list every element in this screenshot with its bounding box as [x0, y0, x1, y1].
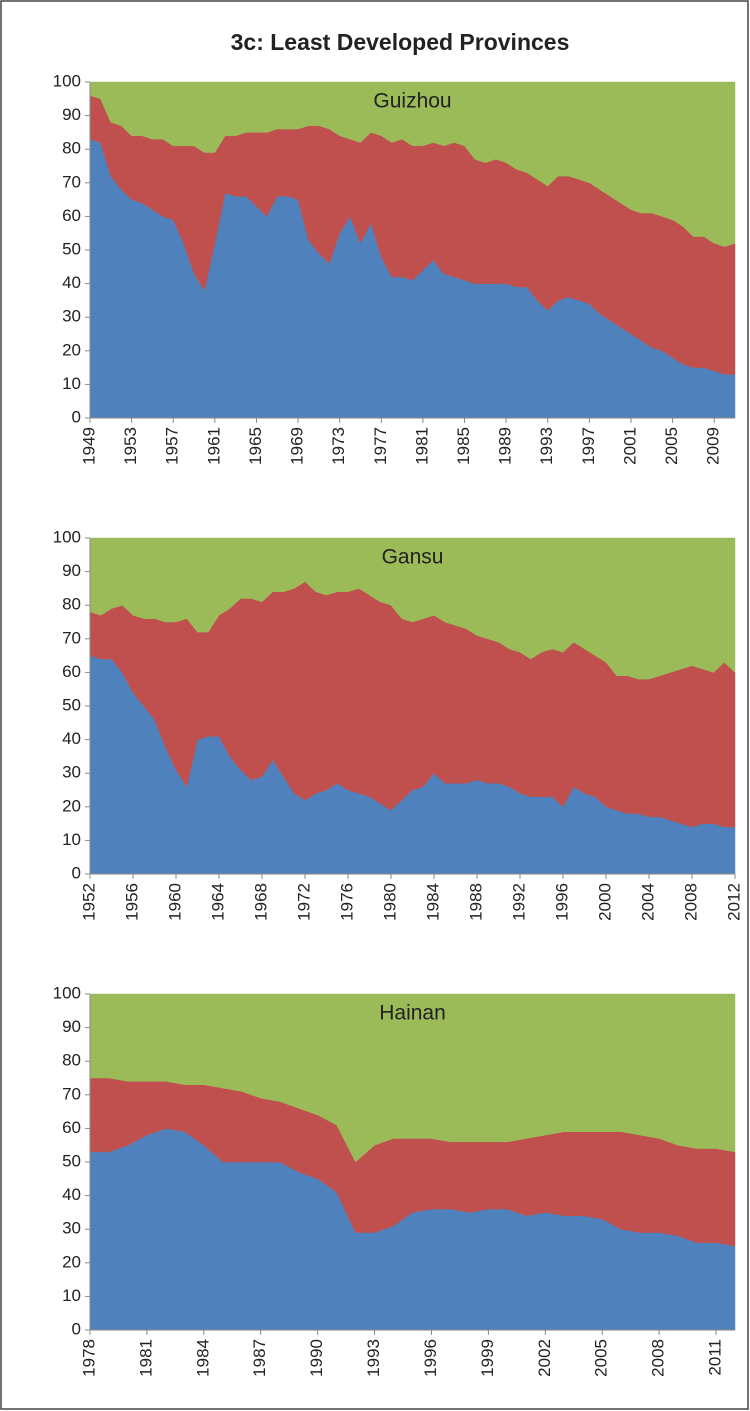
- x-tick-label: 1987: [250, 1339, 269, 1377]
- y-tick-label: 40: [62, 1185, 81, 1204]
- x-tick-label: 1993: [364, 1339, 383, 1377]
- x-tick-label: 1996: [421, 1339, 440, 1377]
- y-tick-label: 30: [62, 1219, 81, 1238]
- x-tick-label: 2008: [681, 883, 700, 921]
- x-tick-label: 1978: [79, 1339, 98, 1377]
- x-tick-label: 1968: [251, 883, 270, 921]
- y-tick-label: 40: [62, 273, 81, 292]
- x-tick-label: 1977: [371, 427, 390, 465]
- x-tick-label: 1953: [121, 427, 140, 465]
- y-tick-label: 80: [62, 595, 81, 614]
- y-tick-label: 60: [62, 206, 81, 225]
- x-tick-label: 1999: [478, 1339, 497, 1377]
- y-tick-label: 10: [62, 830, 81, 849]
- x-tick-label: 1973: [329, 427, 348, 465]
- x-tick-label: 1965: [246, 427, 265, 465]
- y-tick-label: 20: [62, 796, 81, 815]
- y-tick-label: 60: [62, 662, 81, 681]
- y-tick-label: 50: [62, 695, 81, 714]
- x-tick-label: 1993: [537, 427, 556, 465]
- y-tick-label: 10: [62, 374, 81, 393]
- x-tick-label: 2009: [704, 427, 723, 465]
- y-tick-label: 90: [62, 105, 81, 124]
- area: [89, 993, 736, 1163]
- x-tick-label: 1980: [380, 883, 399, 921]
- x-tick-label: 1972: [294, 883, 313, 921]
- y-tick-label: 0: [72, 407, 81, 426]
- x-tick-label: 1957: [163, 427, 182, 465]
- y-tick-label: 40: [62, 729, 81, 748]
- y-tick-label: 90: [62, 561, 81, 580]
- x-tick-label: 1961: [204, 427, 223, 465]
- panel-title: Hainan: [379, 1002, 446, 1025]
- x-tick-label: 1969: [288, 427, 307, 465]
- x-tick-label: 1992: [509, 883, 528, 921]
- y-tick-label: 10: [62, 1286, 81, 1305]
- y-tick-label: 80: [62, 139, 81, 158]
- y-tick-label: 70: [62, 172, 81, 191]
- x-tick-label: 1960: [165, 883, 184, 921]
- x-tick-label: 1989: [496, 427, 515, 465]
- y-tick-label: 70: [62, 1084, 81, 1103]
- y-tick-label: 0: [72, 863, 81, 882]
- x-tick-label: 2004: [638, 883, 657, 921]
- x-tick-label: 1964: [208, 883, 227, 921]
- area: [89, 537, 736, 680]
- y-tick-label: 100: [53, 983, 81, 1002]
- y-tick-label: 100: [53, 71, 81, 90]
- y-tick-label: 90: [62, 1017, 81, 1036]
- x-tick-label: 1988: [466, 883, 485, 921]
- y-tick-label: 30: [62, 307, 81, 326]
- area: [89, 81, 736, 247]
- x-tick-label: 1990: [307, 1339, 326, 1377]
- x-tick-label: 1984: [423, 883, 442, 921]
- x-tick-label: 1952: [79, 883, 98, 921]
- y-tick-label: 60: [62, 1118, 81, 1137]
- x-tick-label: 1996: [552, 883, 571, 921]
- chart-title: 3c: Least Developed Provinces: [231, 29, 570, 55]
- panel-title: Guizhou: [373, 90, 451, 113]
- y-tick-label: 20: [62, 1252, 81, 1271]
- x-tick-label: 2008: [649, 1339, 668, 1377]
- x-tick-label: 2005: [662, 427, 681, 465]
- y-tick-label: 50: [62, 1151, 81, 1170]
- x-tick-label: 1997: [579, 427, 598, 465]
- x-tick-label: 2000: [595, 883, 614, 921]
- x-tick-label: 1984: [193, 1339, 212, 1377]
- x-tick-label: 1985: [454, 427, 473, 465]
- y-tick-label: 0: [72, 1319, 81, 1338]
- x-tick-label: 2012: [724, 883, 743, 921]
- x-tick-label: 1976: [337, 883, 356, 921]
- x-tick-label: 2002: [535, 1339, 554, 1377]
- y-tick-label: 100: [53, 527, 81, 546]
- y-tick-label: 20: [62, 340, 81, 359]
- y-tick-label: 50: [62, 239, 81, 258]
- y-tick-label: 80: [62, 1051, 81, 1070]
- x-tick-label: 2005: [592, 1339, 611, 1377]
- y-tick-label: 30: [62, 763, 81, 782]
- panel-title: Gansu: [382, 546, 444, 569]
- x-tick-label: 1956: [122, 883, 141, 921]
- x-tick-label: 1981: [136, 1339, 155, 1377]
- x-tick-label: 1949: [79, 427, 98, 465]
- y-tick-label: 70: [62, 628, 81, 647]
- x-tick-label: 2001: [620, 427, 639, 465]
- x-tick-label: 2011: [706, 1339, 725, 1376]
- x-tick-label: 1981: [412, 427, 431, 465]
